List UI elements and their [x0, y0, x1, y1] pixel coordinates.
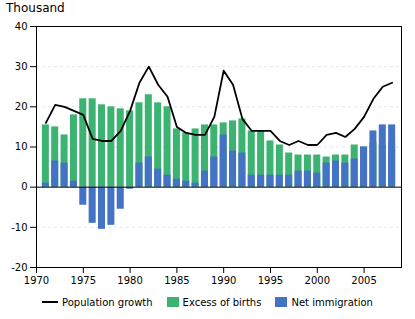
svg-text:1970: 1970 — [24, 275, 49, 286]
svg-text:1990: 1990 — [211, 275, 236, 286]
svg-text:2000: 2000 — [305, 275, 330, 286]
svg-text:1975: 1975 — [71, 275, 96, 286]
svg-text:20: 20 — [15, 101, 28, 112]
svg-text:30: 30 — [15, 61, 28, 72]
svg-text:2005: 2005 — [351, 275, 376, 286]
svg-text:-10: -10 — [11, 222, 27, 233]
html-text:Net immigration: Net immigration — [291, 296, 373, 308]
svg-text:1985: 1985 — [164, 275, 189, 286]
svg-text:10: 10 — [15, 141, 28, 152]
svg-text:-20: -20 — [11, 262, 27, 273]
svg-text:0: 0 — [21, 181, 27, 192]
html-text:Thousand: Thousand — [6, 1, 65, 15]
svg-text:1995: 1995 — [258, 275, 283, 286]
html-text:Population growth: Population growth — [62, 296, 153, 308]
svg-text:1980: 1980 — [117, 275, 142, 286]
html-text:Excess of births: Excess of births — [182, 296, 262, 308]
svg-text:40: 40 — [15, 21, 28, 32]
